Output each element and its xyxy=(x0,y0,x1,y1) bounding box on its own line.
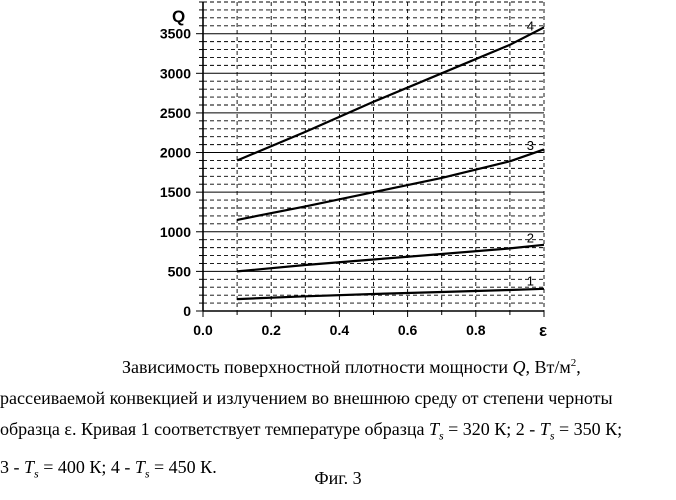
y-tick-label: 3500 xyxy=(160,26,191,42)
caption-line-1: Зависимость поверхностной плотности мощн… xyxy=(122,357,581,377)
y-axis-label: Q xyxy=(172,7,185,26)
series-line-4 xyxy=(236,26,545,162)
caption-line-3: образца ε. Кривая 1 соответствует темпер… xyxy=(0,419,623,443)
x-tick-label: 0.4 xyxy=(330,322,350,338)
x-tick-label: 0.0 xyxy=(193,322,213,338)
y-tick-label: 3000 xyxy=(160,65,191,81)
y-tick-label: 0 xyxy=(183,303,191,319)
x-axis-label: ε xyxy=(539,321,547,340)
series-line-2 xyxy=(236,243,545,273)
series-label-2: 2 xyxy=(527,230,534,245)
chart-grid xyxy=(203,1,545,311)
x-tick-label: 0.2 xyxy=(261,322,281,338)
x-tick-label: 0.6 xyxy=(398,322,418,338)
chart: 0 500 1000 1500 2000 2500 3000 3500 0.0 0.2 0.4 0.6… xyxy=(160,1,547,340)
y-tick-label: 2500 xyxy=(160,105,191,121)
figure-label: Фиг. 3 xyxy=(314,468,362,488)
chart-series-labels: 1 2 3 4 xyxy=(527,18,534,288)
caption-line-4: 3 - Ts = 400 К; 4 - Ts = 450 К. xyxy=(0,456,217,481)
y-tick-label: 500 xyxy=(168,263,192,279)
caption-line-2: рассеиваемой конвекцией и излучением во … xyxy=(0,388,613,408)
y-tick-label: 1500 xyxy=(160,184,191,200)
x-tick-label: 0.8 xyxy=(466,322,486,338)
series-label-1: 1 xyxy=(527,273,534,288)
y-tick-label: 1000 xyxy=(160,224,191,240)
series-label-4: 4 xyxy=(527,18,534,33)
chart-tick-labels: 0 500 1000 1500 2000 2500 3000 3500 0.0 0.2 0.4 0.6… xyxy=(160,26,486,338)
series-line-1 xyxy=(237,287,545,301)
series-line-3 xyxy=(236,148,545,221)
chart-axes xyxy=(196,1,545,317)
figure-caption: Зависимость поверхностной плотности мощн… xyxy=(0,352,676,489)
series-label-3: 3 xyxy=(527,138,534,153)
chart-series xyxy=(236,26,545,301)
y-tick-label: 2000 xyxy=(160,145,191,161)
